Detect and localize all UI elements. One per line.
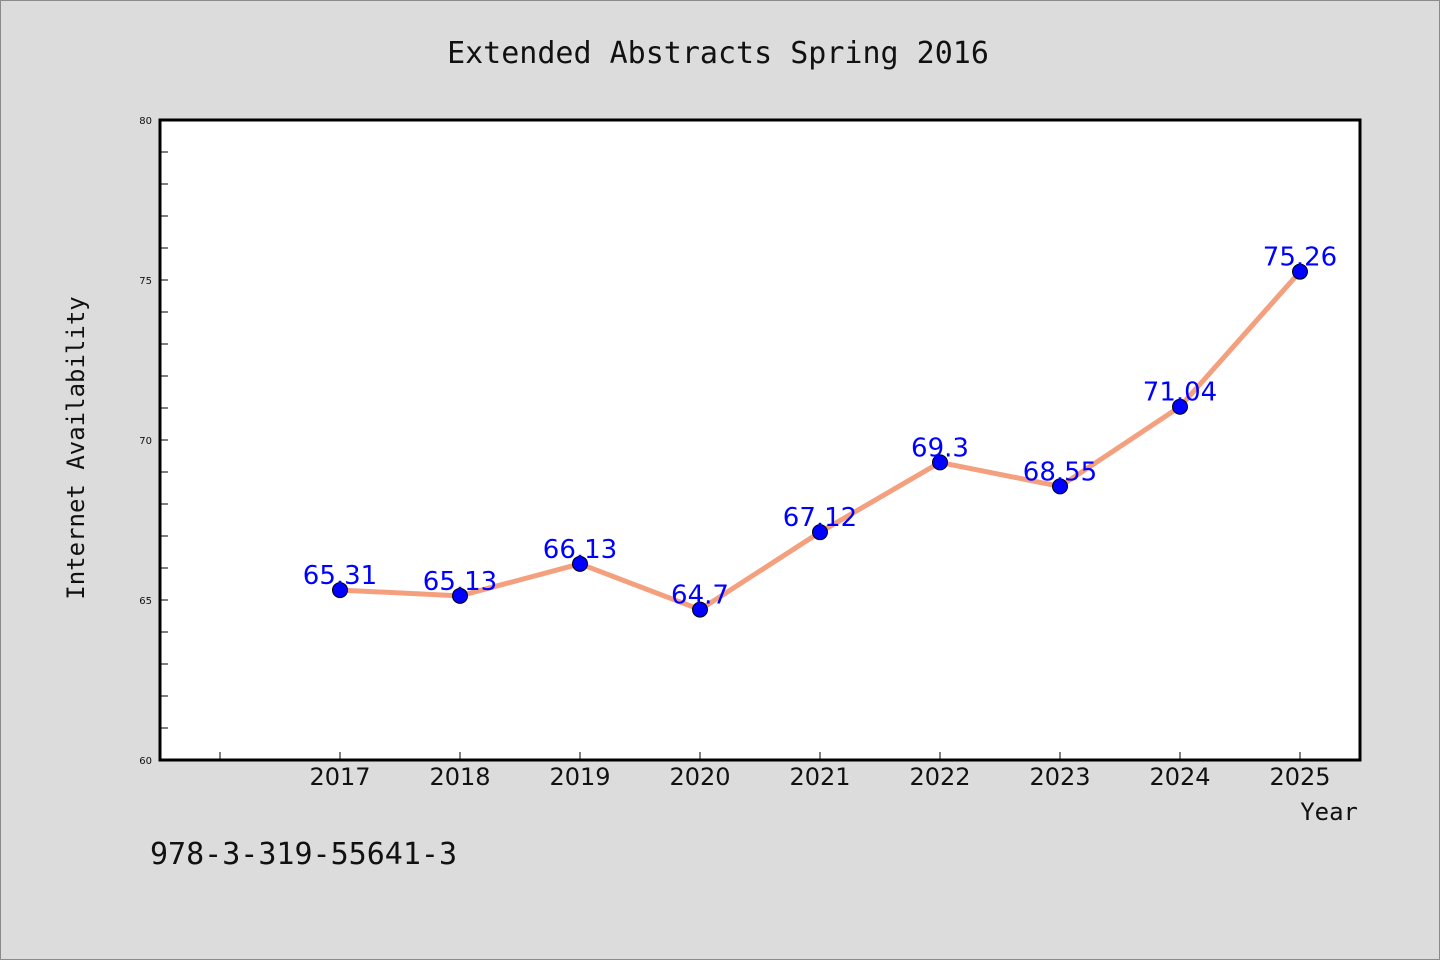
x-axis-tick-labels: 2017 2018 2019 2020 2021 2022 2023 2024 2025 bbox=[309, 763, 1330, 791]
x-tick-label: 2025 bbox=[1269, 763, 1330, 791]
y-axis-tick-labels: 60 65 70 75 80 bbox=[139, 116, 152, 767]
data-point bbox=[932, 454, 948, 471]
data-point bbox=[812, 524, 828, 541]
data-label: 71.04 bbox=[1143, 378, 1217, 408]
data-point bbox=[1052, 478, 1068, 495]
y-tick-label: 70 bbox=[139, 436, 152, 447]
data-point bbox=[1172, 398, 1188, 415]
data-markers bbox=[332, 263, 1308, 618]
x-tick-label: 2017 bbox=[309, 763, 370, 791]
x-tick-label: 2024 bbox=[1149, 763, 1210, 791]
x-tick-label: 2020 bbox=[669, 763, 730, 791]
data-labels: 65.31 65.13 66.13 64.7 67.12 69.3 68.55 71.04 75… bbox=[303, 243, 1337, 611]
x-tick-label: 2021 bbox=[789, 763, 850, 791]
data-point bbox=[572, 555, 588, 572]
data-label: 68.55 bbox=[1023, 457, 1097, 487]
y-tick-label: 65 bbox=[139, 596, 152, 607]
x-tick-label: 2019 bbox=[549, 763, 610, 791]
x-tick-label: 2023 bbox=[1029, 763, 1090, 791]
data-label: 65.31 bbox=[303, 561, 377, 591]
chart-title: Extended Abstracts Spring 2016 bbox=[447, 36, 989, 71]
x-tick-label: 2022 bbox=[909, 763, 970, 791]
y-tick-label: 60 bbox=[139, 756, 152, 767]
x-axis-label: Year bbox=[1300, 798, 1358, 826]
data-point bbox=[692, 601, 708, 618]
data-point bbox=[1292, 263, 1308, 280]
y-tick-label: 80 bbox=[139, 116, 152, 127]
y-tick-label: 75 bbox=[139, 276, 152, 287]
data-label: 65.13 bbox=[423, 567, 497, 597]
isbn-footer: 978-3-319-55641-3 bbox=[150, 837, 457, 872]
data-point bbox=[332, 582, 348, 599]
data-label: 64.7 bbox=[671, 581, 729, 611]
plot-border bbox=[158, 118, 1362, 762]
x-tick-label: 2018 bbox=[429, 763, 490, 791]
data-label: 66.13 bbox=[543, 535, 617, 565]
data-point bbox=[452, 587, 468, 604]
y-axis-label: Internet Availability bbox=[62, 296, 90, 599]
data-label: 67.12 bbox=[783, 503, 857, 533]
data-label: 69.3 bbox=[911, 433, 969, 463]
plot-area bbox=[160, 120, 1360, 760]
data-label: 75.26 bbox=[1263, 243, 1337, 273]
